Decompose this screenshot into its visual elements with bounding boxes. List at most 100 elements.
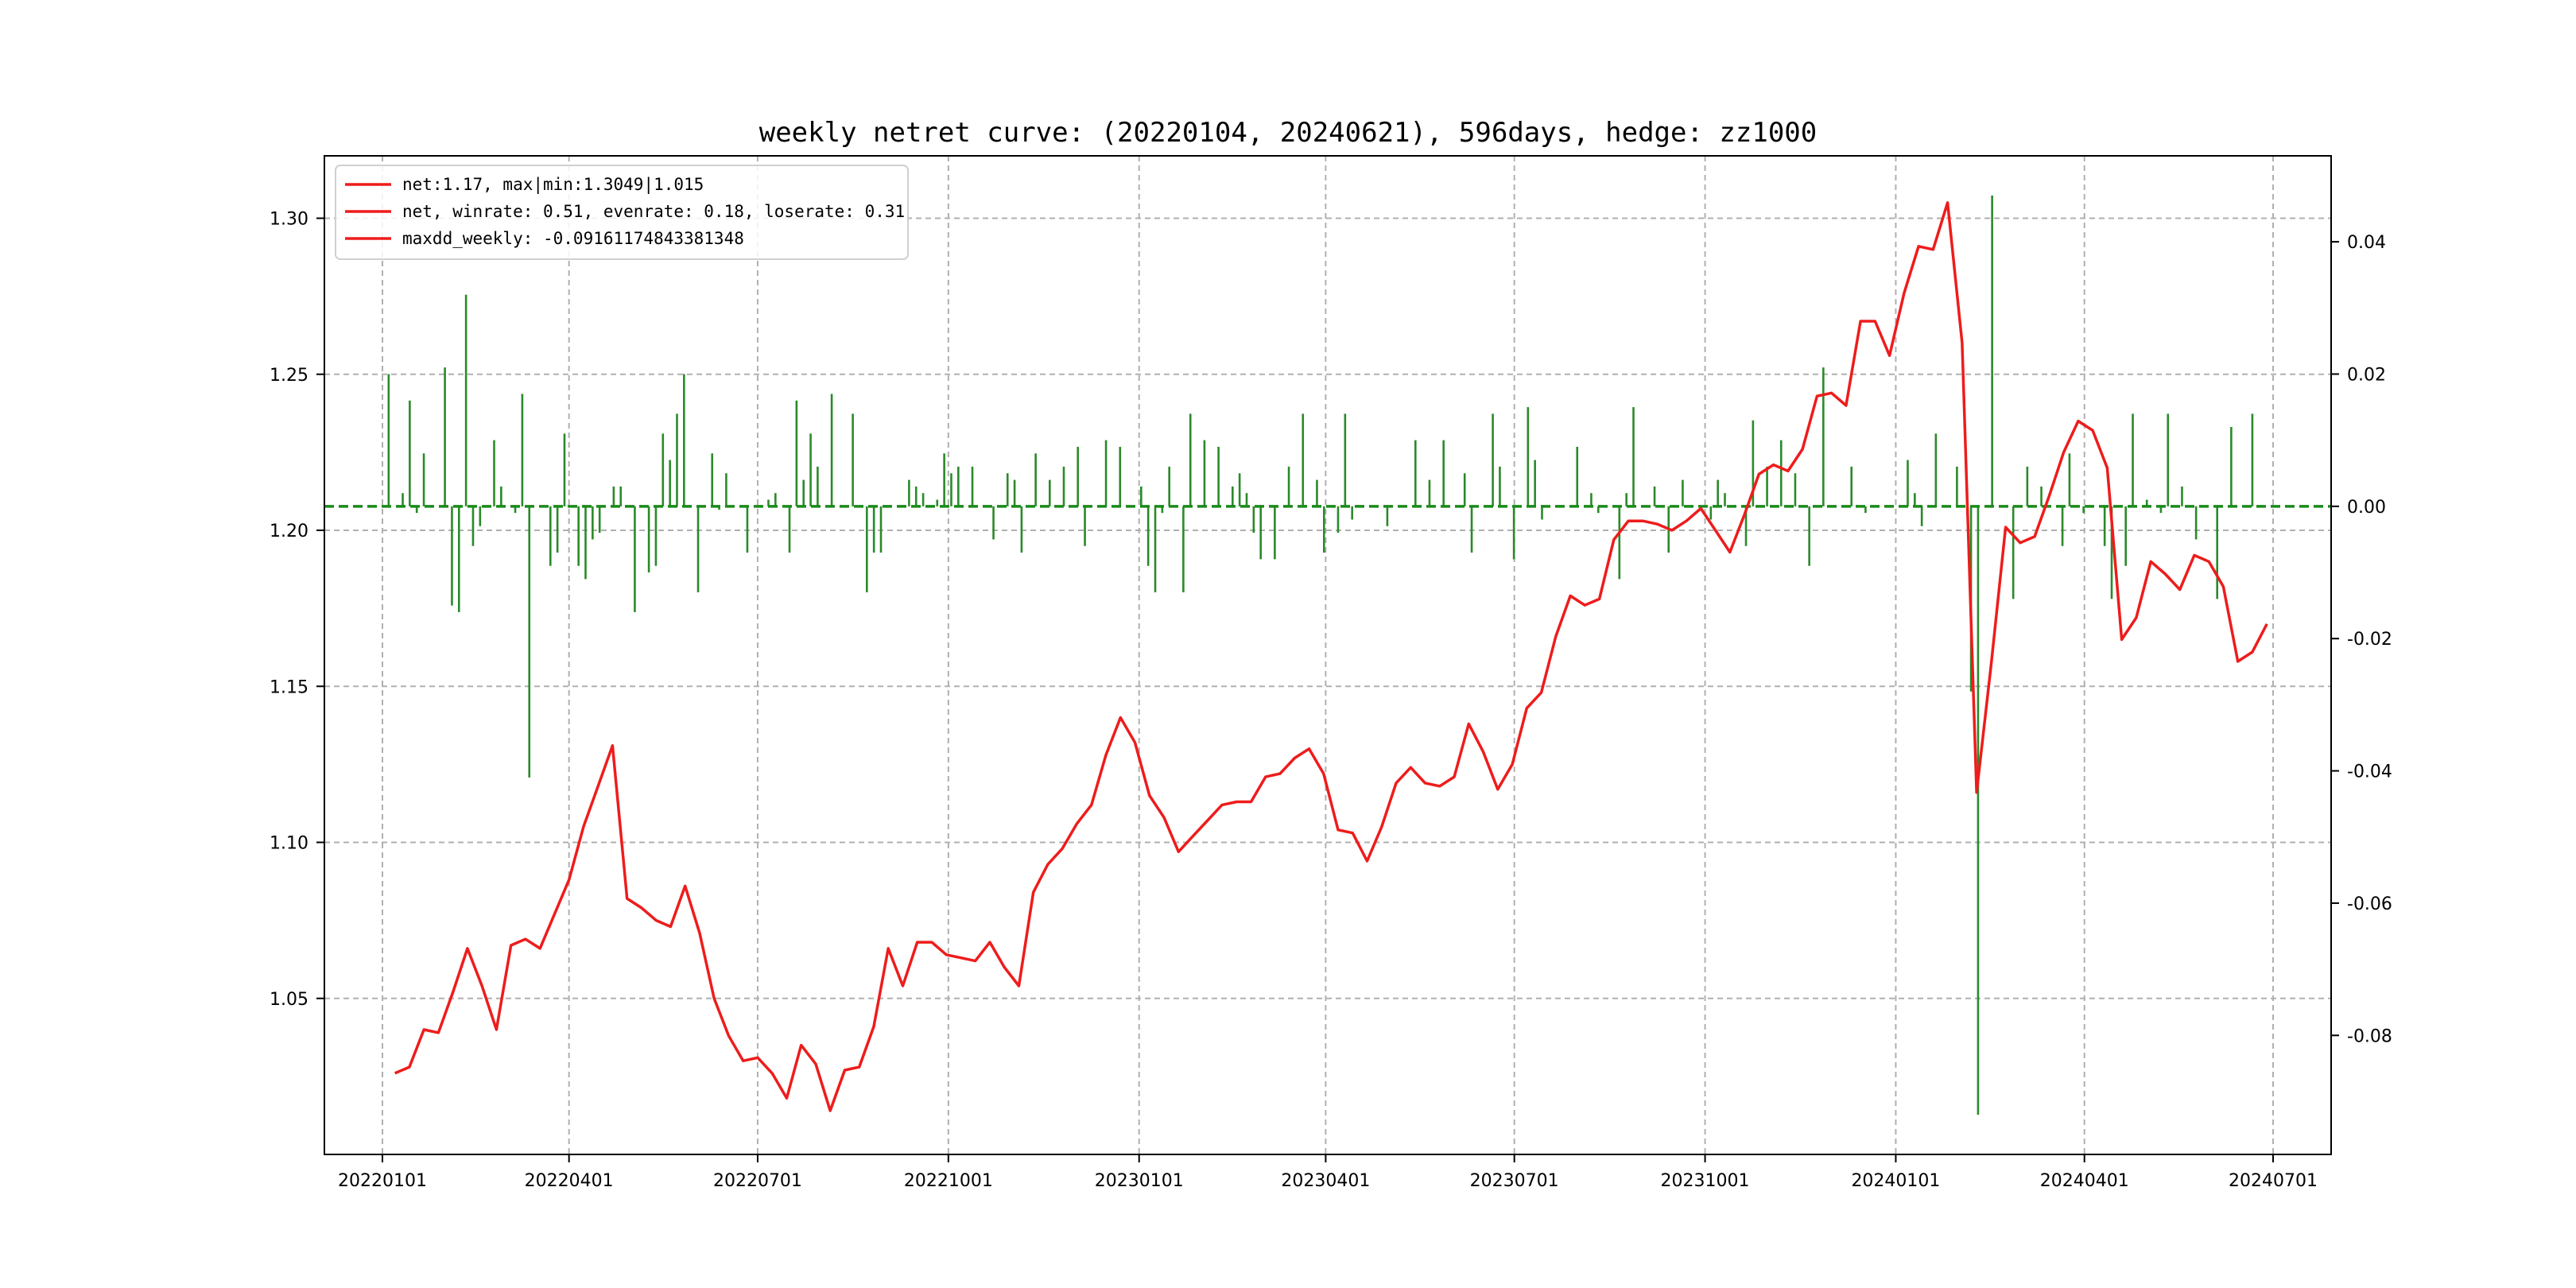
return-bar [1245, 493, 1248, 506]
return-bar [584, 506, 587, 580]
x-tick-label: 20240701 [2229, 1171, 2318, 1191]
y-right-tick-label: -0.06 [2347, 894, 2392, 914]
return-bar [1238, 473, 1241, 506]
y-right-tick-label: 0.02 [2347, 365, 2386, 385]
return-bar [1232, 486, 1234, 506]
return-bar [788, 506, 791, 553]
return-bar [387, 374, 390, 506]
return-bar [1252, 506, 1255, 533]
y-right-tick-label: -0.02 [2347, 630, 2392, 650]
return-bar [1386, 506, 1389, 526]
return-bar [1576, 446, 1579, 506]
return-bar [1442, 440, 1445, 506]
return-bar [2082, 506, 2085, 514]
return-bar [725, 473, 727, 506]
return-bar [936, 499, 939, 506]
return-bar [1034, 453, 1037, 506]
return-bar [1428, 479, 1431, 506]
return-bar [802, 479, 805, 506]
return-bar [1724, 493, 1726, 506]
return-bar [2167, 413, 2170, 506]
return-bar [493, 440, 495, 506]
return-bar [1203, 440, 1206, 506]
return-bar [1920, 506, 1923, 526]
return-bar [444, 367, 446, 506]
return-bar [521, 394, 524, 506]
return-bar [957, 466, 960, 506]
return-bar [676, 413, 678, 506]
return-bar [549, 506, 552, 566]
return-bar [1822, 367, 1825, 506]
return-bar [1527, 407, 1530, 506]
y-right-tick-label: -0.08 [2347, 1026, 2392, 1046]
return-bar [1632, 407, 1635, 506]
y-left-tick-label: 1.05 [270, 990, 308, 1010]
return-bar [2061, 506, 2064, 546]
y-left-tick-label: 1.10 [270, 834, 308, 854]
return-bar [1590, 493, 1593, 506]
return-bar [1146, 506, 1150, 566]
return-bar [2230, 427, 2233, 506]
return-bar [1779, 440, 1783, 506]
return-bar [2124, 506, 2127, 566]
return-bar [1006, 473, 1009, 506]
return-bar [1499, 466, 1501, 506]
return-bar [1808, 506, 1810, 566]
return-bar [809, 433, 812, 506]
x-tick-label: 20221001 [904, 1171, 993, 1191]
return-bar [1653, 486, 1656, 506]
return-bar [1682, 479, 1684, 506]
x-tick-label: 20220101 [338, 1171, 427, 1191]
return-bar [1709, 506, 1713, 520]
return-bar [647, 506, 650, 573]
return-bar [1168, 466, 1170, 506]
return-bar [1977, 506, 1980, 1115]
return-bar [1322, 506, 1325, 553]
x-tick-label: 20240401 [2040, 1171, 2129, 1191]
return-bar [774, 493, 777, 506]
return-bar [746, 506, 749, 553]
x-tick-label: 20220701 [713, 1171, 802, 1191]
return-bar [1140, 486, 1143, 506]
y-right-tick-label: -0.04 [2347, 762, 2392, 782]
return-bar [1934, 433, 1938, 506]
return-bar [402, 493, 404, 506]
return-bar [457, 506, 460, 612]
return-bar [1794, 473, 1797, 506]
return-bar [669, 460, 671, 506]
return-bar [1470, 506, 1473, 553]
x-tick-label: 20240101 [1851, 1171, 1940, 1191]
return-bar [1316, 479, 1318, 506]
legend-entry: net:1.17, max|min:1.3049|1.015 [402, 175, 704, 195]
return-bar [1013, 479, 1016, 506]
return-bar [619, 486, 623, 506]
return-bar [1991, 195, 1993, 506]
return-bar [1182, 506, 1185, 592]
return-bar [921, 493, 925, 506]
return-bar [795, 400, 798, 506]
return-bar [514, 506, 517, 514]
return-bar [1463, 473, 1466, 506]
return-bar [479, 506, 482, 526]
x-tick-label: 20230701 [1470, 1171, 1559, 1191]
return-bar [422, 453, 425, 506]
return-bar [500, 486, 502, 506]
legend-entry: net, winrate: 0.51, evenrate: 0.18, lose… [402, 202, 905, 221]
x-tick-label: 20230101 [1095, 1171, 1184, 1191]
y-axis-right: -0.08 -0.06 -0.04 -0.02 0.00 0.02 0.04 [2331, 233, 2392, 1046]
return-bar [1302, 413, 1305, 506]
return-bar [711, 453, 714, 506]
return-bar [556, 506, 559, 553]
return-bar [1077, 446, 1080, 506]
return-bar [409, 400, 411, 506]
return-bar [1154, 506, 1157, 592]
y-axis-left: 1.05 1.10 1.15 1.20 1.25 1.30 [270, 210, 324, 1010]
return-bar [415, 506, 418, 514]
return-bar [767, 499, 770, 506]
return-bar [1217, 446, 1220, 506]
grid-lines [324, 156, 2331, 1154]
return-bar [1541, 506, 1543, 520]
return-bar [817, 466, 819, 506]
y-left-tick-label: 1.20 [270, 522, 308, 541]
return-bar [866, 506, 868, 592]
